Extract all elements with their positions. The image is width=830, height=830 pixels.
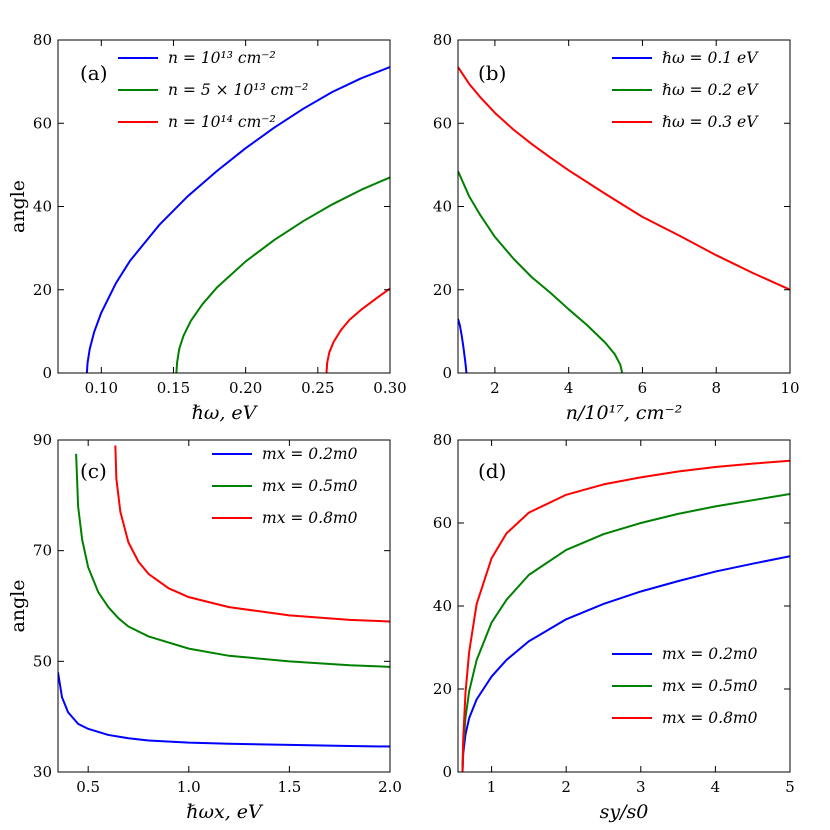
x-tick-label: 1.0 [177, 778, 201, 796]
series-line-c-1 [58, 672, 390, 748]
series-line-b-2 [458, 170, 624, 373]
x-tick-label: 6 [638, 379, 648, 397]
legend-label: mx = 0.8m0 [662, 709, 758, 727]
y-tick-label: 0 [442, 763, 452, 781]
y-tick-label: 20 [433, 680, 452, 698]
x-tick-label: 3 [636, 778, 646, 796]
y-tick-label: 30 [33, 763, 52, 781]
x-tick-label: 2 [490, 379, 500, 397]
legend-label: mx = 0.2m0 [262, 445, 358, 463]
x-tick-label: 1.5 [277, 778, 301, 796]
y-tick-label: 80 [433, 431, 452, 449]
y-axis-label: angle [7, 180, 29, 233]
y-tick-label: 60 [433, 514, 452, 532]
y-tick-label: 90 [33, 431, 52, 449]
series-line-c-3 [114, 445, 390, 623]
y-tick-label: 50 [33, 652, 52, 670]
series-line-a-1 [85, 66, 390, 373]
x-tick-label: 10 [780, 379, 799, 397]
series-line-a-2 [175, 176, 390, 373]
x-tick-label: 0.10 [85, 379, 118, 397]
y-axis-label: angle [7, 579, 29, 632]
x-axis-label: ℏω, eV [192, 402, 259, 424]
panel-label: (b) [478, 61, 506, 85]
x-axis-label: sy/s0 [600, 801, 649, 823]
panel-label: (c) [80, 459, 107, 483]
series-line-c-2 [75, 453, 390, 668]
legend-label: ℏω = 0.3 eV [662, 113, 759, 131]
series-line-d-1 [461, 555, 790, 772]
x-axis-label: n/10¹⁷, cm⁻² [566, 402, 682, 424]
series-line-b-1 [458, 318, 468, 373]
panel-d: 1 2 3 4 5 0 20 40 60 80 sy/s0 (d) mx = 0.2m0 mx = 0.5… [433, 431, 795, 823]
legend-label: n = 5 × 10¹³ cm⁻² [168, 81, 308, 99]
y-tick-label: 80 [433, 31, 452, 49]
y-tick-label: 0 [442, 364, 452, 382]
y-tick-label: 70 [33, 542, 52, 560]
legend-label: mx = 0.5m0 [662, 677, 758, 695]
x-tick-label: 0.5 [76, 778, 100, 796]
y-tick-label: 80 [33, 31, 52, 49]
x-tick-label: 1 [487, 778, 497, 796]
plot-frame [57, 439, 391, 773]
x-tick-label: 8 [711, 379, 721, 397]
series-line-a-3 [325, 287, 390, 373]
x-tick-label: 0.20 [229, 379, 262, 397]
panel-label: (d) [478, 459, 506, 483]
y-tick-label: 40 [433, 597, 452, 615]
panel-c: 0.5 1.0 1.5 2.0 30 50 70 90 ℏωx, eV angle (c) mx = … [7, 431, 402, 823]
y-tick-label: 60 [33, 114, 52, 132]
legend-label: ℏω = 0.1 eV [662, 49, 759, 67]
panel-b: 2 4 6 8 10 0 20 40 60 80 n/10¹⁷, cm⁻² (b) ℏω = 0.1 e… [433, 31, 800, 424]
x-tick-label: 0.30 [373, 379, 406, 397]
legend-label: n = 10¹³ cm⁻² [168, 49, 276, 67]
series-line-d-2 [461, 492, 790, 772]
x-tick-label: 5 [785, 778, 795, 796]
legend-label: n = 10¹⁴ cm⁻² [168, 113, 276, 131]
y-tick-label: 0 [42, 364, 52, 382]
y-tick-label: 40 [33, 198, 52, 216]
legend-label: ℏω = 0.2 eV [662, 81, 759, 99]
y-tick-label: 20 [33, 281, 52, 299]
legend-label: mx = 0.5m0 [262, 477, 358, 495]
x-tick-label: 4 [564, 379, 574, 397]
panel-label: (a) [80, 61, 108, 85]
x-tick-label: 2 [561, 778, 571, 796]
x-tick-label: 2.0 [378, 778, 402, 796]
legend-label: mx = 0.8m0 [262, 509, 358, 527]
series-line-d-3 [461, 459, 790, 772]
x-tick-label: 0.15 [157, 379, 190, 397]
panel-a: 0.10 0.15 0.20 0.25 0.30 0 20 40 60 80 ℏω, eV angle… [7, 31, 407, 424]
y-tick-label: 20 [433, 281, 452, 299]
y-tick-label: 60 [433, 114, 452, 132]
x-tick-label: 0.25 [301, 379, 334, 397]
x-axis-label: ℏωx, eV [186, 801, 264, 823]
legend-label: mx = 0.2m0 [662, 645, 758, 663]
series-line-b-3 [458, 66, 790, 291]
x-tick-label: 4 [711, 778, 721, 796]
y-tick-label: 40 [433, 198, 452, 216]
